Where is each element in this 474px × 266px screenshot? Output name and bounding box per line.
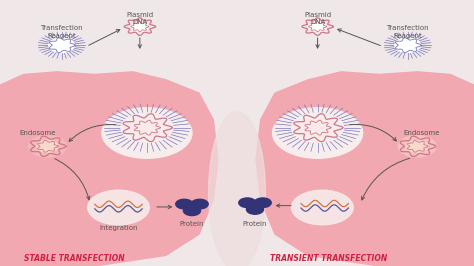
- Text: Endosome: Endosome: [20, 130, 56, 136]
- Circle shape: [37, 140, 58, 152]
- Circle shape: [273, 108, 363, 158]
- Text: Integration: Integration: [99, 225, 138, 231]
- Polygon shape: [0, 72, 218, 266]
- Circle shape: [49, 38, 74, 52]
- Circle shape: [309, 22, 326, 31]
- Circle shape: [191, 199, 208, 209]
- Text: Plasmid
DNA: Plasmid DNA: [304, 12, 331, 26]
- Text: Plasmid
DNA: Plasmid DNA: [126, 12, 154, 26]
- Text: STABLE TRANSFECTION: STABLE TRANSFECTION: [24, 253, 124, 263]
- Circle shape: [292, 190, 353, 225]
- Circle shape: [254, 198, 271, 207]
- Circle shape: [102, 108, 192, 158]
- Ellipse shape: [209, 112, 265, 266]
- Polygon shape: [256, 72, 474, 266]
- Circle shape: [292, 113, 344, 142]
- Circle shape: [407, 140, 428, 152]
- Circle shape: [239, 198, 256, 207]
- Circle shape: [395, 38, 420, 52]
- Circle shape: [134, 120, 160, 135]
- Circle shape: [304, 120, 331, 135]
- Text: TRANSIENT TRANSFECTION: TRANSIENT TRANSFECTION: [270, 253, 387, 263]
- Circle shape: [398, 136, 436, 157]
- Text: Transfection
Reagent: Transfection Reagent: [386, 25, 429, 39]
- Circle shape: [246, 205, 264, 214]
- Circle shape: [176, 199, 193, 209]
- Circle shape: [88, 190, 149, 225]
- Circle shape: [121, 113, 173, 142]
- Text: Endosome: Endosome: [404, 130, 440, 136]
- Circle shape: [28, 136, 66, 157]
- Text: Transfection
Reagent: Transfection Reagent: [40, 25, 83, 39]
- Text: Protein: Protein: [180, 221, 204, 227]
- Circle shape: [183, 206, 201, 215]
- Text: Protein: Protein: [243, 221, 267, 227]
- Circle shape: [131, 22, 148, 31]
